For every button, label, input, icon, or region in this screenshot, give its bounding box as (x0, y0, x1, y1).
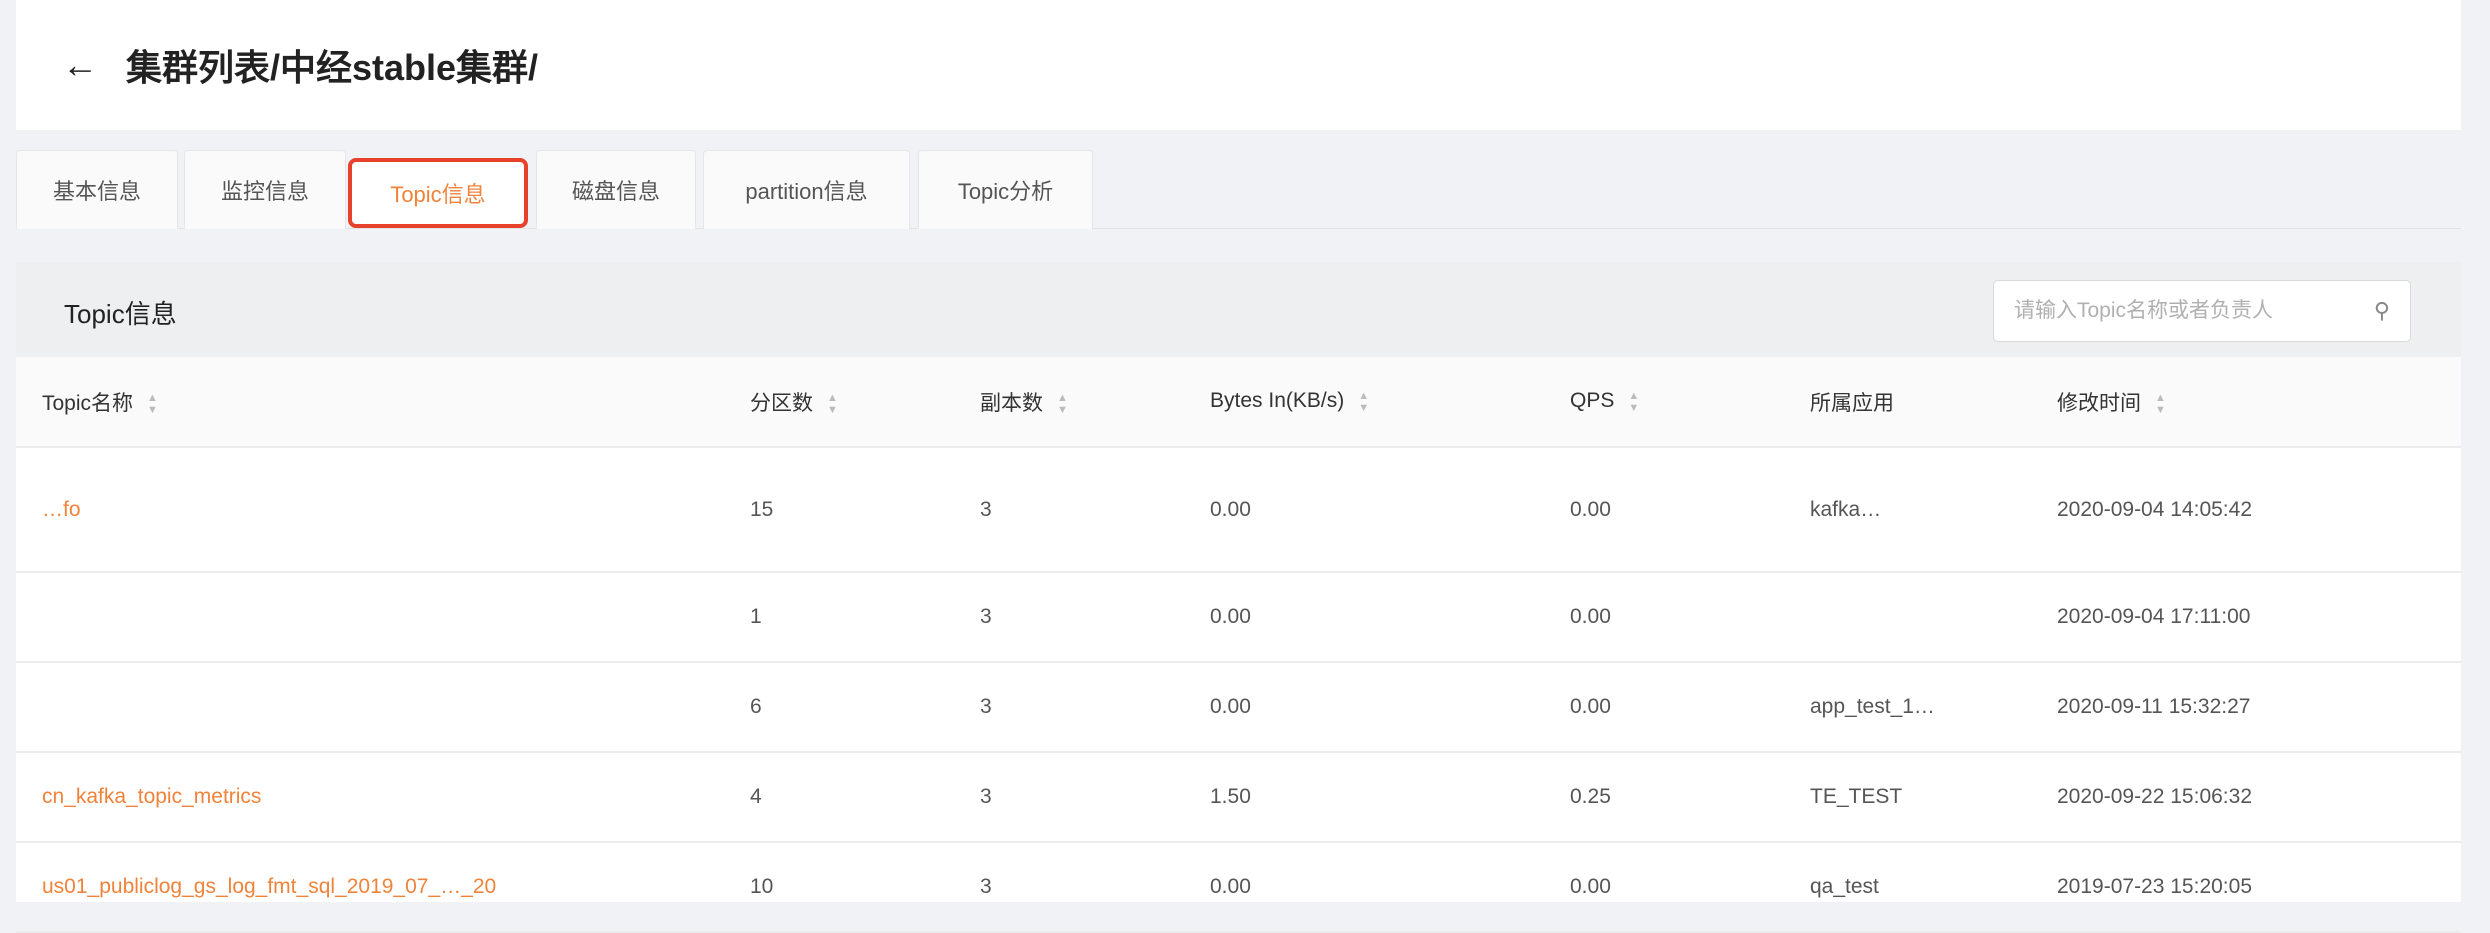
cell-name[interactable] (16, 662, 750, 753)
cell-replicas: 3 (980, 447, 1210, 573)
cell-qps: 0.00 (1570, 842, 1810, 933)
cell-partitions: 1 (750, 572, 980, 663)
cell-name[interactable]: cn_kafka_topic_metrics (16, 752, 750, 843)
table-row: cn_kafka_topic_metrics 4 3 1.50 0.25 TE_TEST 2… (16, 752, 2461, 843)
sort-icon[interactable]: ▲ ▼ (1057, 391, 1068, 416)
cell-qps: 0.00 (1570, 572, 1810, 663)
cell-app: kafka… (1810, 447, 2057, 573)
sort-icon[interactable]: ▲ ▼ (1628, 389, 1640, 414)
page-header: ← 集群列表/中经stable集群/ (16, 0, 2461, 130)
tab-topic-analysis[interactable]: Topic分析 (918, 150, 1093, 229)
cell-time: 2020-09-04 14:05:42 (2057, 447, 2461, 573)
topic-panel: Topic信息 ⚲ Topic名称▲▼ 分区数▲▼ 副本数▲▼ Bytes In… (16, 262, 2461, 933)
col-topic-name[interactable]: Topic名称 ▲ ▼ (16, 357, 750, 448)
tab-basic-info[interactable]: 基本信息 (16, 150, 178, 229)
cell-name[interactable]: us01_publiclog_gs_log_fmt_sql_2019_07_…_… (16, 842, 750, 933)
cell-qps: 0.25 (1570, 752, 1810, 843)
col-app: 所属应用 (1810, 357, 2057, 448)
table-row: 1 3 0.00 0.00 2020-09-04 17:11:00 (16, 572, 2461, 663)
cell-bytes-in: 0.00 (1210, 662, 1570, 753)
cell-name[interactable]: …fo (16, 447, 750, 573)
col-modified-time[interactable]: 修改时间 ▲ ▼ (2057, 357, 2461, 448)
cell-app: app_test_1… (1810, 662, 2057, 753)
tab-disk-info[interactable]: 磁盘信息 (536, 150, 696, 229)
search-box[interactable]: ⚲ (1993, 280, 2411, 342)
cell-bytes-in: 0.00 (1210, 842, 1570, 933)
col-partitions[interactable]: 分区数 ▲ ▼ (750, 357, 980, 448)
sort-icon[interactable]: ▲ ▼ (147, 391, 158, 416)
cell-time: 2020-09-11 15:32:27 (2057, 662, 2461, 753)
tab-topic-info[interactable]: Topic信息 (348, 158, 528, 228)
topic-table: Topic名称 ▲ ▼ 分区数 ▲ ▼ 副本数 ▲ ▼ Bytes In(KB/s) ▲ ▼ Q… (16, 357, 2461, 933)
col-replicas[interactable]: 副本数 ▲ ▼ (980, 357, 1210, 448)
cell-replicas: 3 (980, 662, 1210, 753)
cell-replicas: 3 (980, 842, 1210, 933)
cell-bytes-in: 1.50 (1210, 752, 1570, 843)
sort-icon[interactable]: ▲ ▼ (1358, 389, 1370, 414)
table-row: …fo 15 3 0.00 0.00 kafka… 2020-09-04 14:05:42 (16, 447, 2461, 573)
arrow-left-icon[interactable]: ← (62, 44, 98, 85)
panel-title: Topic信息 (64, 299, 177, 329)
tab-partition-info[interactable]: partition信息 (703, 150, 910, 229)
cell-bytes-in: 0.00 (1210, 447, 1570, 573)
cell-replicas: 3 (980, 752, 1210, 843)
table-row: 6 3 0.00 0.00 app_test_1… 2020-09-11 15:32:27 (16, 662, 2461, 753)
cell-replicas: 3 (980, 572, 1210, 663)
cell-qps: 0.00 (1570, 662, 1810, 753)
search-icon[interactable]: ⚲ (2373, 298, 2390, 323)
cell-app (1810, 572, 2057, 663)
page-title: 集群列表/中经stable集群/ (126, 47, 539, 88)
cell-partitions: 6 (750, 662, 980, 753)
cell-qps: 0.00 (1570, 447, 1810, 573)
cell-partitions: 15 (750, 447, 980, 573)
search-input[interactable] (2014, 299, 2374, 323)
cell-bytes-in: 0.00 (1210, 572, 1570, 663)
tab-bar: 基本信息 监控信息 Topic信息 磁盘信息 partition信息 Topic… (16, 150, 2461, 229)
cell-time: 2019-07-23 15:20:05 (2057, 842, 2461, 933)
tab-monitor-info[interactable]: 监控信息 (184, 150, 346, 229)
cell-time: 2020-09-04 17:11:00 (2057, 572, 2461, 663)
sort-icon[interactable]: ▲ ▼ (827, 391, 838, 416)
cell-partitions: 4 (750, 752, 980, 843)
cell-partitions: 10 (750, 842, 980, 933)
cell-time: 2020-09-22 15:06:32 (2057, 752, 2461, 843)
cell-app: qa_test (1810, 842, 2057, 933)
col-qps[interactable]: QPS ▲ ▼ (1570, 357, 1810, 448)
col-bytes-in[interactable]: Bytes In(KB/s) ▲ ▼ (1210, 357, 1570, 448)
cell-app: TE_TEST (1810, 752, 2057, 843)
table-row: us01_publiclog_gs_log_fmt_sql_2019_07_…_… (16, 842, 2461, 933)
sort-icon[interactable]: ▲ ▼ (2155, 391, 2166, 416)
cell-name[interactable] (16, 572, 750, 663)
